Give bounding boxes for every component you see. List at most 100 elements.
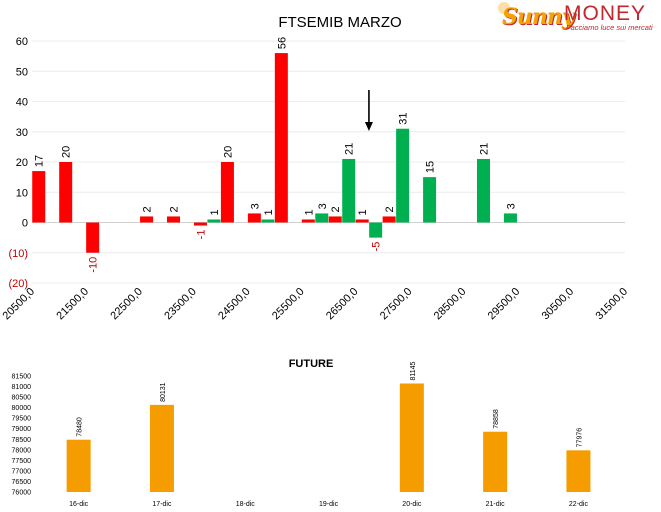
bar bbox=[342, 158, 356, 223]
bar bbox=[476, 158, 490, 223]
bar bbox=[59, 162, 73, 223]
data-label: 2 bbox=[330, 206, 342, 212]
y-tick-label: 80000 bbox=[12, 405, 32, 412]
bar bbox=[247, 213, 261, 223]
x-tick-label: 16-dic bbox=[69, 501, 89, 508]
y-tick-label: 50 bbox=[16, 66, 28, 78]
data-label: 20 bbox=[61, 146, 73, 158]
x-tick-label: 29500,0 bbox=[486, 286, 523, 323]
x-tick-label: 21500,0 bbox=[54, 286, 91, 323]
x-tick-label: 22500,0 bbox=[108, 286, 145, 323]
bar bbox=[220, 162, 234, 223]
y-tick-label: 80500 bbox=[12, 395, 32, 402]
y-tick-label: 81000 bbox=[12, 384, 32, 391]
data-label: 1 bbox=[303, 209, 315, 215]
x-tick-label: 28500,0 bbox=[432, 286, 469, 323]
data-label: 81145 bbox=[410, 361, 417, 380]
sun-icon bbox=[498, 2, 510, 14]
data-label: 56 bbox=[276, 37, 288, 49]
bar bbox=[355, 219, 369, 223]
x-tick-label: 23500,0 bbox=[162, 286, 199, 323]
bar bbox=[140, 216, 154, 223]
bar bbox=[66, 439, 91, 492]
x-tick-label: 24500,0 bbox=[216, 286, 253, 323]
bar bbox=[207, 219, 221, 223]
bar bbox=[423, 177, 437, 223]
data-label: 3 bbox=[505, 203, 517, 209]
data-label: 1 bbox=[357, 209, 369, 215]
y-tick-label: 77500 bbox=[12, 458, 32, 465]
bar bbox=[86, 222, 100, 253]
data-label: 15 bbox=[425, 161, 437, 173]
bar bbox=[399, 383, 424, 492]
data-label: 1 bbox=[263, 209, 275, 215]
y-tick-label: 76500 bbox=[12, 479, 32, 486]
options-chart-title: FTSEMIB MARZO bbox=[278, 14, 401, 31]
sunny-money-logo: Sunny MONEY Facciamo luce sui mercati bbox=[498, 2, 658, 36]
bar bbox=[483, 431, 508, 492]
data-label: -5 bbox=[371, 242, 383, 252]
data-label: 17 bbox=[34, 155, 46, 167]
y-tick-label: 10 bbox=[16, 187, 28, 199]
data-label: -10 bbox=[88, 257, 100, 273]
x-tick-label: 20500,0 bbox=[1, 286, 38, 323]
data-label: 21 bbox=[344, 143, 356, 155]
x-tick-label: 25500,0 bbox=[270, 286, 307, 323]
y-tick-label: 30 bbox=[16, 127, 28, 139]
x-tick-label: 17-dic bbox=[152, 501, 172, 508]
data-label: 3 bbox=[249, 203, 261, 209]
future-chart-title: FUTURE bbox=[289, 358, 334, 370]
y-tick-label: 20 bbox=[16, 157, 28, 169]
data-label: 21 bbox=[478, 143, 490, 155]
data-label: 1 bbox=[209, 209, 221, 215]
x-tick-label: 19-dic bbox=[319, 501, 339, 508]
bar bbox=[149, 404, 174, 492]
y-tick-label: 40 bbox=[16, 97, 28, 109]
data-label: 3 bbox=[317, 203, 329, 209]
bar bbox=[382, 216, 396, 223]
bar bbox=[32, 171, 46, 223]
x-tick-label: 26500,0 bbox=[324, 286, 361, 323]
logo-brand-left: Sunny bbox=[502, 4, 575, 30]
x-tick-label: 21-dic bbox=[486, 501, 506, 508]
data-label: 78858 bbox=[493, 409, 500, 429]
bar bbox=[566, 450, 591, 492]
bar bbox=[328, 216, 342, 223]
data-label: 80131 bbox=[160, 382, 167, 402]
data-label: 77976 bbox=[576, 428, 583, 448]
y-tick-label: 81500 bbox=[12, 374, 32, 381]
data-label: 2 bbox=[142, 206, 154, 212]
data-label: 2 bbox=[384, 206, 396, 212]
data-label: -1 bbox=[195, 230, 207, 240]
x-tick-label: 18-dic bbox=[236, 501, 256, 508]
x-tick-label: 22-dic bbox=[569, 501, 589, 508]
y-tick-label: 76000 bbox=[12, 490, 32, 497]
y-tick-label: 60 bbox=[16, 36, 28, 48]
data-label: 78480 bbox=[77, 417, 84, 437]
down-arrow-icon bbox=[364, 90, 373, 131]
x-tick-label: 31500,0 bbox=[594, 286, 631, 323]
y-tick-label: 79500 bbox=[12, 416, 32, 423]
logo-tagline: Facciamo luce sui mercati bbox=[566, 23, 653, 32]
bar bbox=[274, 53, 288, 223]
y-tick-label: (20) bbox=[8, 278, 28, 290]
x-tick-label: 27500,0 bbox=[378, 286, 415, 323]
logo-brand-right: MONEY bbox=[564, 2, 647, 25]
y-tick-label: 78500 bbox=[12, 437, 32, 444]
y-tick-label: 78000 bbox=[12, 447, 32, 454]
bar bbox=[503, 213, 517, 223]
options-bar-chart: FTSEMIB MARZO 60 50 40 30 20 10 0 (10) (20) 2050… bbox=[1, 14, 631, 323]
data-label: 2 bbox=[169, 206, 181, 212]
x-tick-label: 30500,0 bbox=[540, 286, 577, 323]
data-label: 20 bbox=[222, 146, 234, 158]
bar bbox=[301, 219, 315, 223]
data-label: 31 bbox=[398, 112, 410, 124]
bar bbox=[193, 222, 207, 226]
x-tick-label: 20-dic bbox=[402, 501, 422, 508]
y-tick-label: 79000 bbox=[12, 426, 32, 433]
bar bbox=[261, 219, 275, 223]
bar bbox=[167, 216, 181, 223]
bar bbox=[396, 128, 410, 223]
y-tick-label: (10) bbox=[8, 248, 28, 260]
y-tick-label: 0 bbox=[22, 218, 28, 230]
